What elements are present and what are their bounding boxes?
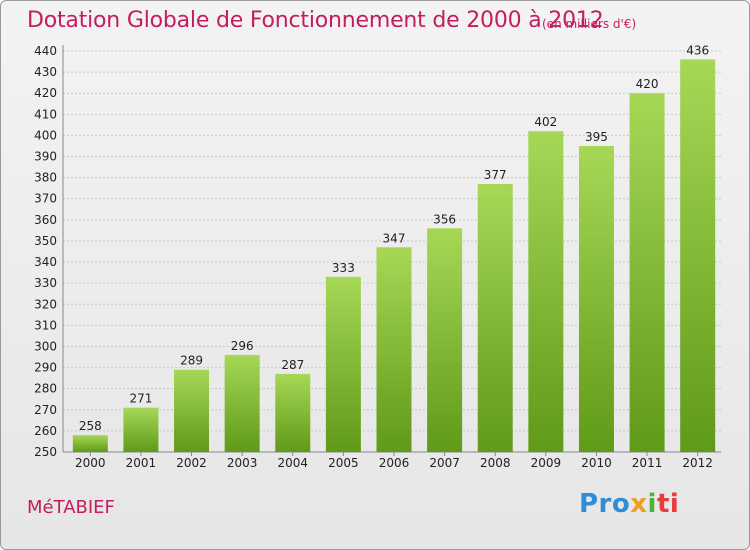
bar-2007 xyxy=(427,228,463,452)
chart-title: Dotation Globale de Fonctionnement de 20… xyxy=(27,8,604,33)
data-label-2007: 356 xyxy=(433,212,456,226)
y-tick-label: 430 xyxy=(34,65,57,79)
y-tick-label: 330 xyxy=(34,276,57,290)
bar-2012 xyxy=(680,59,716,452)
y-tick-label: 420 xyxy=(34,86,57,100)
data-label-2000: 258 xyxy=(79,419,102,433)
y-tick-label: 280 xyxy=(34,382,57,396)
x-tick-label-2000: 2000 xyxy=(75,456,106,470)
x-tick-label-2004: 2004 xyxy=(277,456,308,470)
y-tick-label: 270 xyxy=(34,403,57,417)
data-label-2006: 347 xyxy=(383,231,406,245)
y-tick-label: 400 xyxy=(34,128,57,142)
x-tick-label-2011: 2011 xyxy=(632,456,663,470)
x-tick-label-2009: 2009 xyxy=(531,456,562,470)
commune-name: MéTABIEF xyxy=(27,497,115,518)
bar-2005 xyxy=(325,276,361,452)
y-tick-label: 440 xyxy=(34,44,57,58)
y-tick-label: 390 xyxy=(34,150,57,164)
bar-2010 xyxy=(578,145,614,452)
data-label-2011: 420 xyxy=(636,77,659,91)
bar-2011 xyxy=(629,93,665,453)
y-tick-label: 290 xyxy=(34,361,57,375)
x-tick-label-2003: 2003 xyxy=(227,456,258,470)
y-tick-label: 250 xyxy=(34,445,57,459)
x-tick-label-2008: 2008 xyxy=(480,456,511,470)
y-tick-label: 340 xyxy=(34,255,57,269)
y-tick-label: 410 xyxy=(34,107,57,121)
bar-2000 xyxy=(72,435,108,452)
y-tick-label: 260 xyxy=(34,424,57,438)
x-tick-label-2002: 2002 xyxy=(176,456,207,470)
bar-2001 xyxy=(123,407,159,452)
data-label-2010: 395 xyxy=(585,130,608,144)
y-tick-label: 320 xyxy=(34,297,57,311)
chart-unit: (en milliers d'€) xyxy=(542,17,637,31)
data-label-2004: 287 xyxy=(281,358,304,372)
y-tick-label: 370 xyxy=(34,192,57,206)
y-tick-label: 380 xyxy=(34,171,57,185)
data-label-2001: 271 xyxy=(129,392,152,406)
x-tick-label-2012: 2012 xyxy=(682,456,713,470)
x-tick-label-2006: 2006 xyxy=(379,456,410,470)
data-label-2012: 436 xyxy=(686,43,709,57)
bar-2006 xyxy=(376,247,412,452)
x-tick-label-2005: 2005 xyxy=(328,456,359,470)
bar-2002 xyxy=(174,369,210,452)
proxiti-logo: Proxiti xyxy=(579,489,680,519)
y-tick-label: 310 xyxy=(34,318,57,332)
x-tick-label-2001: 2001 xyxy=(126,456,157,470)
bar-2008 xyxy=(477,183,513,452)
data-label-2008: 377 xyxy=(484,168,507,182)
data-label-2005: 333 xyxy=(332,261,355,275)
data-label-2003: 296 xyxy=(231,339,254,353)
y-tick-label: 350 xyxy=(34,234,57,248)
bar-2009 xyxy=(528,131,564,452)
x-tick-label-2007: 2007 xyxy=(429,456,460,470)
x-tick-label-2010: 2010 xyxy=(581,456,612,470)
data-label-2009: 402 xyxy=(534,115,557,129)
data-label-2002: 289 xyxy=(180,354,203,368)
y-tick-label: 360 xyxy=(34,213,57,227)
bar-2004 xyxy=(275,373,311,452)
y-tick-label: 300 xyxy=(34,339,57,353)
bar-2003 xyxy=(224,354,260,452)
